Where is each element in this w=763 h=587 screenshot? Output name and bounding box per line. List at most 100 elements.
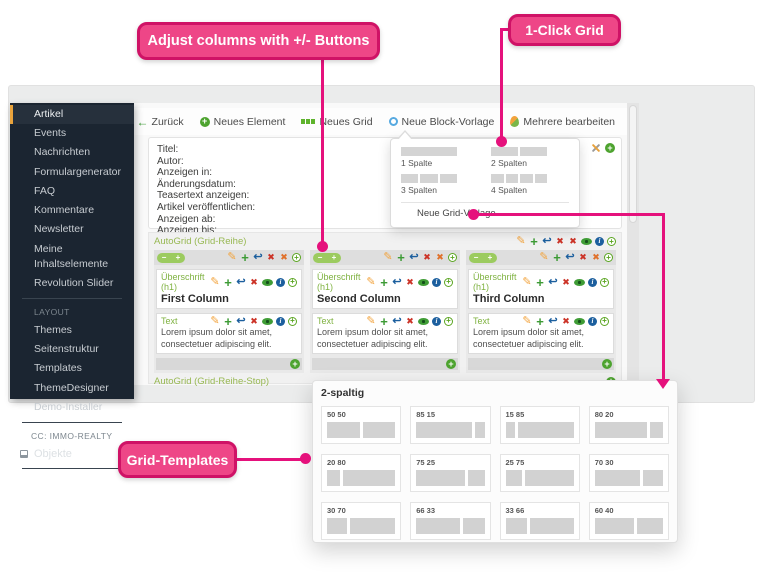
- arrow-icon[interactable]: [236, 277, 246, 287]
- sidebar-item-templates[interactable]: Templates: [34, 362, 82, 375]
- eye-icon[interactable]: [418, 278, 429, 286]
- add-circle-icon[interactable]: [605, 143, 615, 153]
- circle-outline-icon[interactable]: [444, 277, 453, 287]
- template-card-60-40[interactable]: 60 40: [588, 502, 669, 540]
- plus-icon[interactable]: [240, 253, 250, 263]
- sidebar-item-revolution-slider[interactable]: Revolution Slider: [34, 276, 114, 289]
- plus-icon[interactable]: [223, 316, 233, 326]
- sidebar-item-formulargenerator[interactable]: Formulargenerator: [34, 165, 121, 178]
- x-red-icon[interactable]: [561, 316, 571, 326]
- minus-icon[interactable]: −: [317, 252, 323, 262]
- toolbar-button-mehrere-bearbeiten[interactable]: Mehrere bearbeiten: [510, 116, 615, 128]
- arrow-icon[interactable]: [392, 316, 402, 326]
- info-icon[interactable]: [276, 316, 285, 326]
- pencil-icon[interactable]: [227, 253, 237, 263]
- sidebar-item-themes[interactable]: Themes: [34, 323, 72, 336]
- column-adjust-pill[interactable]: − +: [157, 252, 185, 263]
- toolbar-button-neues-grid[interactable]: Neues Grid: [301, 116, 373, 128]
- x-red-icon[interactable]: [266, 253, 276, 263]
- dropdown-option-2-spalten[interactable]: 2 Spalten: [491, 147, 569, 168]
- arrow-icon[interactable]: [236, 316, 246, 326]
- arrow-icon[interactable]: [253, 253, 263, 263]
- x-red-icon[interactable]: [405, 277, 415, 287]
- pencil-icon[interactable]: [516, 237, 526, 247]
- plus-icon[interactable]: [379, 277, 389, 287]
- x-orange-icon[interactable]: [435, 253, 445, 263]
- sidebar-item-artikel[interactable]: Artikel: [10, 105, 134, 125]
- x-red-icon[interactable]: [422, 253, 432, 263]
- sidebar-item-kommentare[interactable]: Kommentare: [34, 204, 95, 217]
- eye-icon[interactable]: [262, 278, 273, 286]
- new-grid-template-button[interactable]: Neue Grid-Vorlage: [401, 202, 569, 224]
- sidebar-item-nachrichten[interactable]: Nachrichten: [34, 146, 91, 159]
- eye-icon[interactable]: [574, 317, 585, 325]
- x-red-icon[interactable]: [561, 277, 571, 287]
- sidebar-item-meine-inhaltselemente[interactable]: Meine Inhaltselemente: [34, 242, 109, 270]
- template-card-80-20[interactable]: 80 20: [588, 406, 669, 444]
- pencil-icon[interactable]: [210, 277, 220, 287]
- eye-icon[interactable]: [581, 238, 592, 245]
- pencil-icon[interactable]: [366, 277, 376, 287]
- plus-icon[interactable]: [223, 277, 233, 287]
- toolbar-button-neues-element[interactable]: Neues Element: [199, 116, 285, 128]
- x-red-icon[interactable]: [249, 277, 259, 287]
- plus-icon[interactable]: [396, 253, 406, 263]
- arrow-icon[interactable]: [409, 253, 419, 263]
- arrow-icon[interactable]: [548, 316, 558, 326]
- eye-icon[interactable]: [262, 317, 273, 325]
- info-icon[interactable]: [432, 316, 441, 326]
- template-card-85-15[interactable]: 85 15: [410, 406, 491, 444]
- plus-icon[interactable]: [379, 316, 389, 326]
- info-icon[interactable]: [432, 277, 441, 287]
- x-red-icon[interactable]: [568, 237, 578, 247]
- plus-icon[interactable]: +: [487, 252, 493, 262]
- template-card-15-85[interactable]: 15 85: [499, 406, 580, 444]
- pencil-icon[interactable]: [383, 253, 393, 263]
- info-icon[interactable]: [588, 277, 597, 287]
- pencil-icon[interactable]: [539, 253, 549, 263]
- dropdown-option-3-spalten[interactable]: 3 Spalten: [401, 174, 479, 195]
- circle-outline-icon[interactable]: [444, 316, 453, 326]
- x-red-icon[interactable]: [578, 253, 588, 263]
- plus-icon[interactable]: +: [331, 252, 337, 262]
- plus-icon[interactable]: [535, 316, 545, 326]
- arrow-icon[interactable]: [542, 237, 552, 247]
- sidebar-item-events[interactable]: Events: [34, 127, 67, 140]
- circle-outline-icon[interactable]: [292, 253, 301, 262]
- pencil-icon[interactable]: [522, 316, 532, 326]
- x-orange-icon[interactable]: [279, 253, 289, 263]
- toolbar-button-zur-ck[interactable]: Zurück: [138, 116, 184, 128]
- template-card-70-30[interactable]: 70 30: [588, 454, 669, 492]
- x-orange-icon[interactable]: [591, 253, 601, 263]
- sidebar-item-faq[interactable]: FAQ: [34, 184, 56, 197]
- pencil-icon[interactable]: [210, 316, 220, 326]
- circle-outline-icon[interactable]: [604, 253, 613, 262]
- add-circle-icon[interactable]: [446, 359, 456, 370]
- template-card-66-33[interactable]: 66 33: [410, 502, 491, 540]
- add-circle-icon[interactable]: [290, 359, 300, 370]
- sidebar-item-demo-installer[interactable]: Demo-Installer: [34, 400, 103, 413]
- x-red-icon[interactable]: [555, 237, 565, 247]
- plus-icon[interactable]: [529, 237, 539, 247]
- template-card-20-80[interactable]: 20 80: [321, 454, 402, 492]
- plus-icon[interactable]: [535, 277, 545, 287]
- circle-outline-icon[interactable]: [448, 253, 457, 262]
- eye-icon[interactable]: [418, 317, 429, 325]
- pencil-icon[interactable]: [522, 277, 532, 287]
- scrollbar-thumb[interactable]: [629, 105, 637, 223]
- add-circle-icon[interactable]: [602, 359, 612, 370]
- sidebar-item-seitenstruktur[interactable]: Seitenstruktur: [34, 343, 99, 356]
- dropdown-option-4-spalten[interactable]: 4 Spalten: [491, 174, 569, 195]
- sidebar-item-themedesigner[interactable]: ThemeDesigner: [34, 381, 109, 394]
- x-red-icon[interactable]: [405, 316, 415, 326]
- template-card-25-75[interactable]: 25 75: [499, 454, 580, 492]
- arrow-icon[interactable]: [392, 277, 402, 287]
- circle-outline-icon[interactable]: [607, 237, 616, 246]
- template-card-50-50[interactable]: 50 50: [321, 406, 402, 444]
- pencil-icon[interactable]: [366, 316, 376, 326]
- toolbar-button-neue-block-vorlage[interactable]: Neue Block-Vorlage: [388, 116, 494, 128]
- info-icon[interactable]: [276, 277, 285, 287]
- sidebar-item-newsletter[interactable]: Newsletter: [34, 223, 84, 236]
- tools-icon[interactable]: [591, 143, 601, 153]
- vertical-scrollbar[interactable]: [627, 103, 639, 385]
